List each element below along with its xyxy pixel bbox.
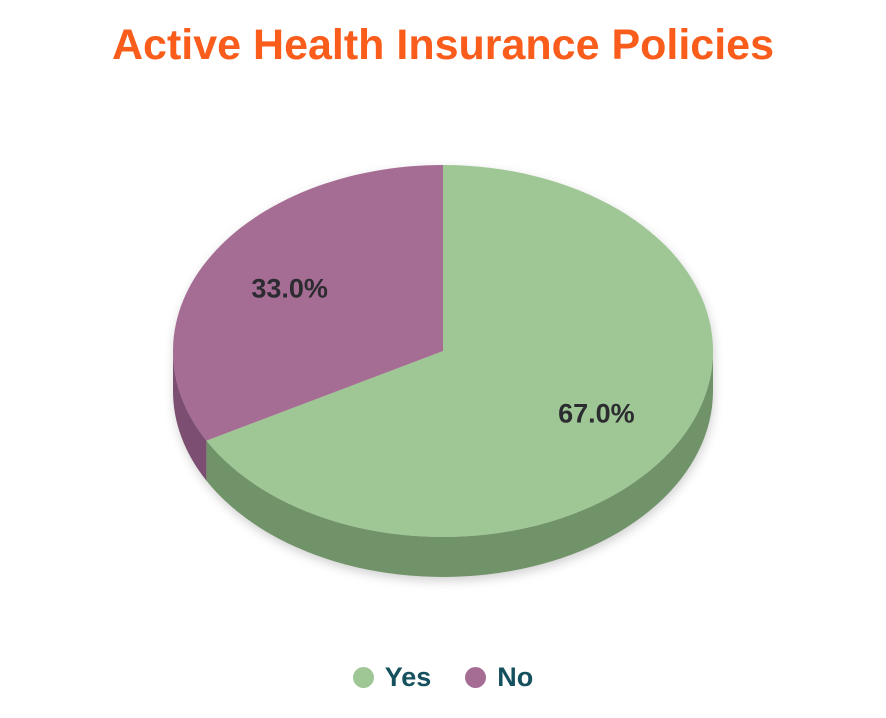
pie-slices: 67.0% 33.0% <box>172 164 713 577</box>
pie-label-no: 33.0% <box>251 274 328 304</box>
pie-slice-yes[interactable] <box>206 165 713 537</box>
pie-chart: 67.0% 33.0% <box>172 164 713 577</box>
pie-slice-side-no <box>173 351 207 481</box>
legend: Yes No <box>0 661 886 693</box>
legend-swatch-no-icon <box>465 666 487 688</box>
legend-label-yes: Yes <box>384 662 432 692</box>
legend-label-no: No <box>497 662 534 692</box>
pie-slice-side-yes <box>206 351 713 577</box>
legend-item-yes[interactable]: Yes <box>352 661 432 693</box>
pie-slice-no[interactable] <box>172 164 444 441</box>
legend-item-no[interactable]: No <box>465 661 533 693</box>
chart-title: Active Health Insurance Policies <box>112 21 774 69</box>
pie-label-yes: 67.0% <box>558 398 635 428</box>
legend-swatch-yes-icon <box>352 666 374 688</box>
